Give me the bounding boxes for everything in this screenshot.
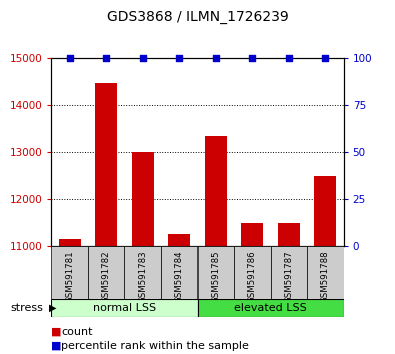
Bar [198, 299, 344, 317]
Bar [51, 299, 198, 317]
Text: count: count [61, 327, 93, 337]
Text: GSM591783: GSM591783 [138, 250, 147, 303]
Bar [271, 246, 307, 299]
Bar [59, 239, 81, 246]
Bar [95, 83, 117, 246]
Point [213, 56, 219, 61]
Text: ■: ■ [51, 327, 62, 337]
Bar [168, 234, 190, 246]
Point [103, 56, 109, 61]
Point [322, 56, 329, 61]
Bar [278, 223, 300, 246]
Point [66, 56, 73, 61]
Bar [307, 246, 344, 299]
Bar [241, 223, 263, 246]
Text: elevated LSS: elevated LSS [234, 303, 307, 313]
Bar [132, 152, 154, 246]
Text: percentile rank within the sample: percentile rank within the sample [61, 341, 249, 350]
Bar [198, 246, 234, 299]
Text: stress: stress [11, 303, 43, 313]
Bar [51, 246, 88, 299]
Point [286, 56, 292, 61]
Bar [88, 246, 124, 299]
Text: GSM591786: GSM591786 [248, 250, 257, 303]
Bar [205, 136, 227, 246]
Point [176, 56, 182, 61]
Text: GSM591782: GSM591782 [102, 250, 111, 303]
Text: normal LSS: normal LSS [93, 303, 156, 313]
Bar [124, 246, 161, 299]
Bar [314, 176, 336, 246]
Bar [234, 246, 271, 299]
Text: ■: ■ [51, 341, 62, 350]
Text: GSM591788: GSM591788 [321, 250, 330, 303]
Text: GSM591787: GSM591787 [284, 250, 293, 303]
Text: ▶: ▶ [49, 303, 57, 313]
Bar [161, 246, 198, 299]
Point [249, 56, 256, 61]
Text: GDS3868 / ILMN_1726239: GDS3868 / ILMN_1726239 [107, 10, 288, 24]
Text: GSM591785: GSM591785 [211, 250, 220, 303]
Point [139, 56, 146, 61]
Text: GSM591784: GSM591784 [175, 250, 184, 303]
Text: GSM591781: GSM591781 [65, 250, 74, 303]
